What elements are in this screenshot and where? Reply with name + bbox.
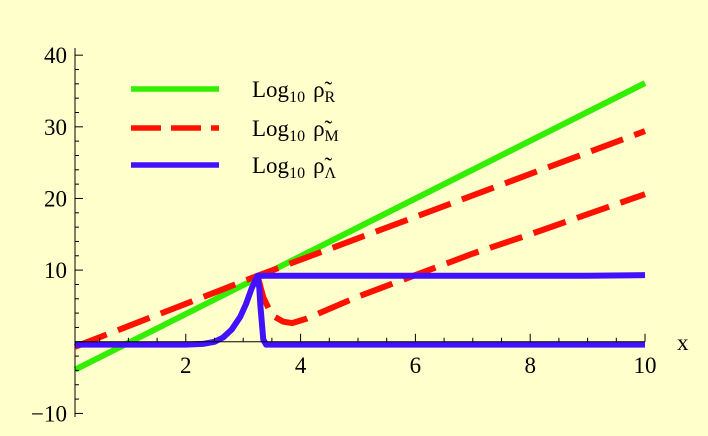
y-tick-label: 10 [44, 258, 67, 283]
series-line-3 [75, 272, 646, 348]
x-tick-label: 8 [524, 353, 536, 378]
series-group [73, 80, 647, 373]
legend: Log10 ρ̃R Log10 ρ̃M Log10 ρ̃Λ [131, 77, 339, 182]
x-tick-label: 2 [180, 353, 192, 378]
y-tick-label: 30 [44, 115, 67, 140]
x-tick-label: 6 [410, 353, 422, 378]
legend-label-1: Log10 ρ̃M [252, 116, 339, 145]
series-line-0 [73, 80, 647, 373]
series-line-1 [73, 128, 647, 350]
x-tick-label: 10 [634, 353, 657, 378]
series-line-4 [254, 275, 645, 348]
x-tick-label: 4 [295, 353, 307, 378]
series-line-2 [254, 191, 646, 327]
legend-label-2: Log10 ρ̃Λ [252, 153, 337, 182]
legend-label-0: Log10 ρ̃R [252, 77, 336, 106]
x-axis-label: x [677, 330, 689, 355]
axes-group: 2 4 6 8 10 −10 10 20 30 40 x [31, 43, 689, 426]
y-tick-label: 40 [44, 43, 67, 68]
y-tick-label: −10 [31, 401, 67, 426]
y-tick-label: 20 [44, 186, 67, 211]
